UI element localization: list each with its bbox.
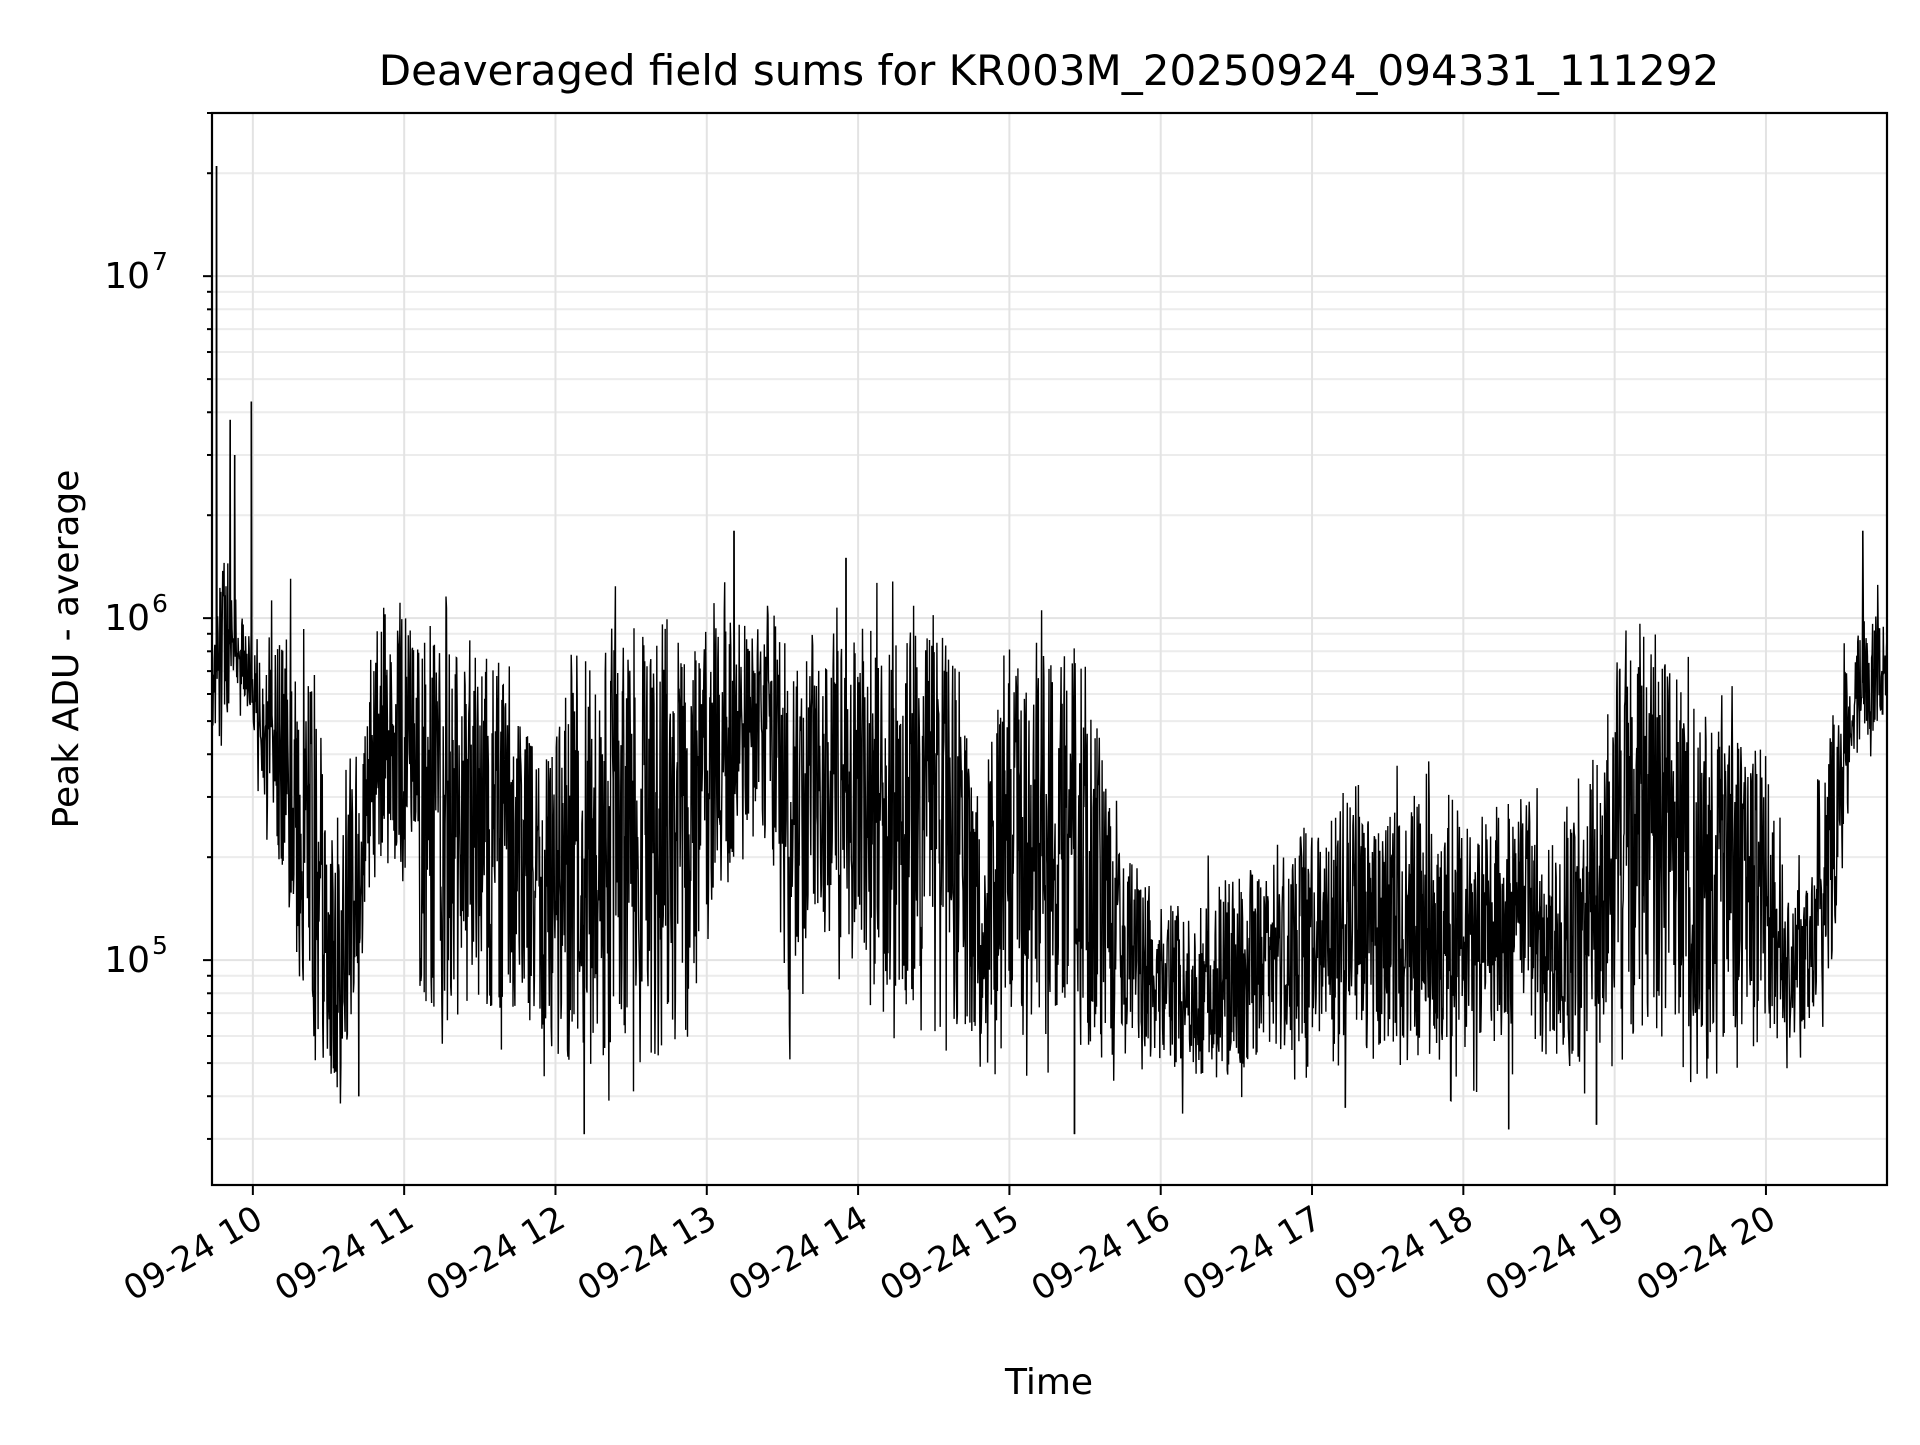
y-tick-exponent: 5 (152, 931, 168, 960)
y-tick-label: 10 (104, 256, 150, 297)
chart-title: Deaveraged field sums for KR003M_2025092… (379, 46, 1719, 95)
y-tick-label: 10 (104, 598, 150, 639)
y-axis-label: Peak ADU - average (46, 470, 87, 829)
y-tick-exponent: 6 (152, 589, 168, 618)
plot-frame (210, 111, 1889, 1187)
y-tick-exponent: 7 (152, 247, 168, 276)
data-series-line (211, 165, 1888, 1135)
x-axis-label: Time (1004, 1362, 1093, 1403)
series-layer (211, 165, 1888, 1135)
y-tick-label: 10 (104, 940, 150, 981)
